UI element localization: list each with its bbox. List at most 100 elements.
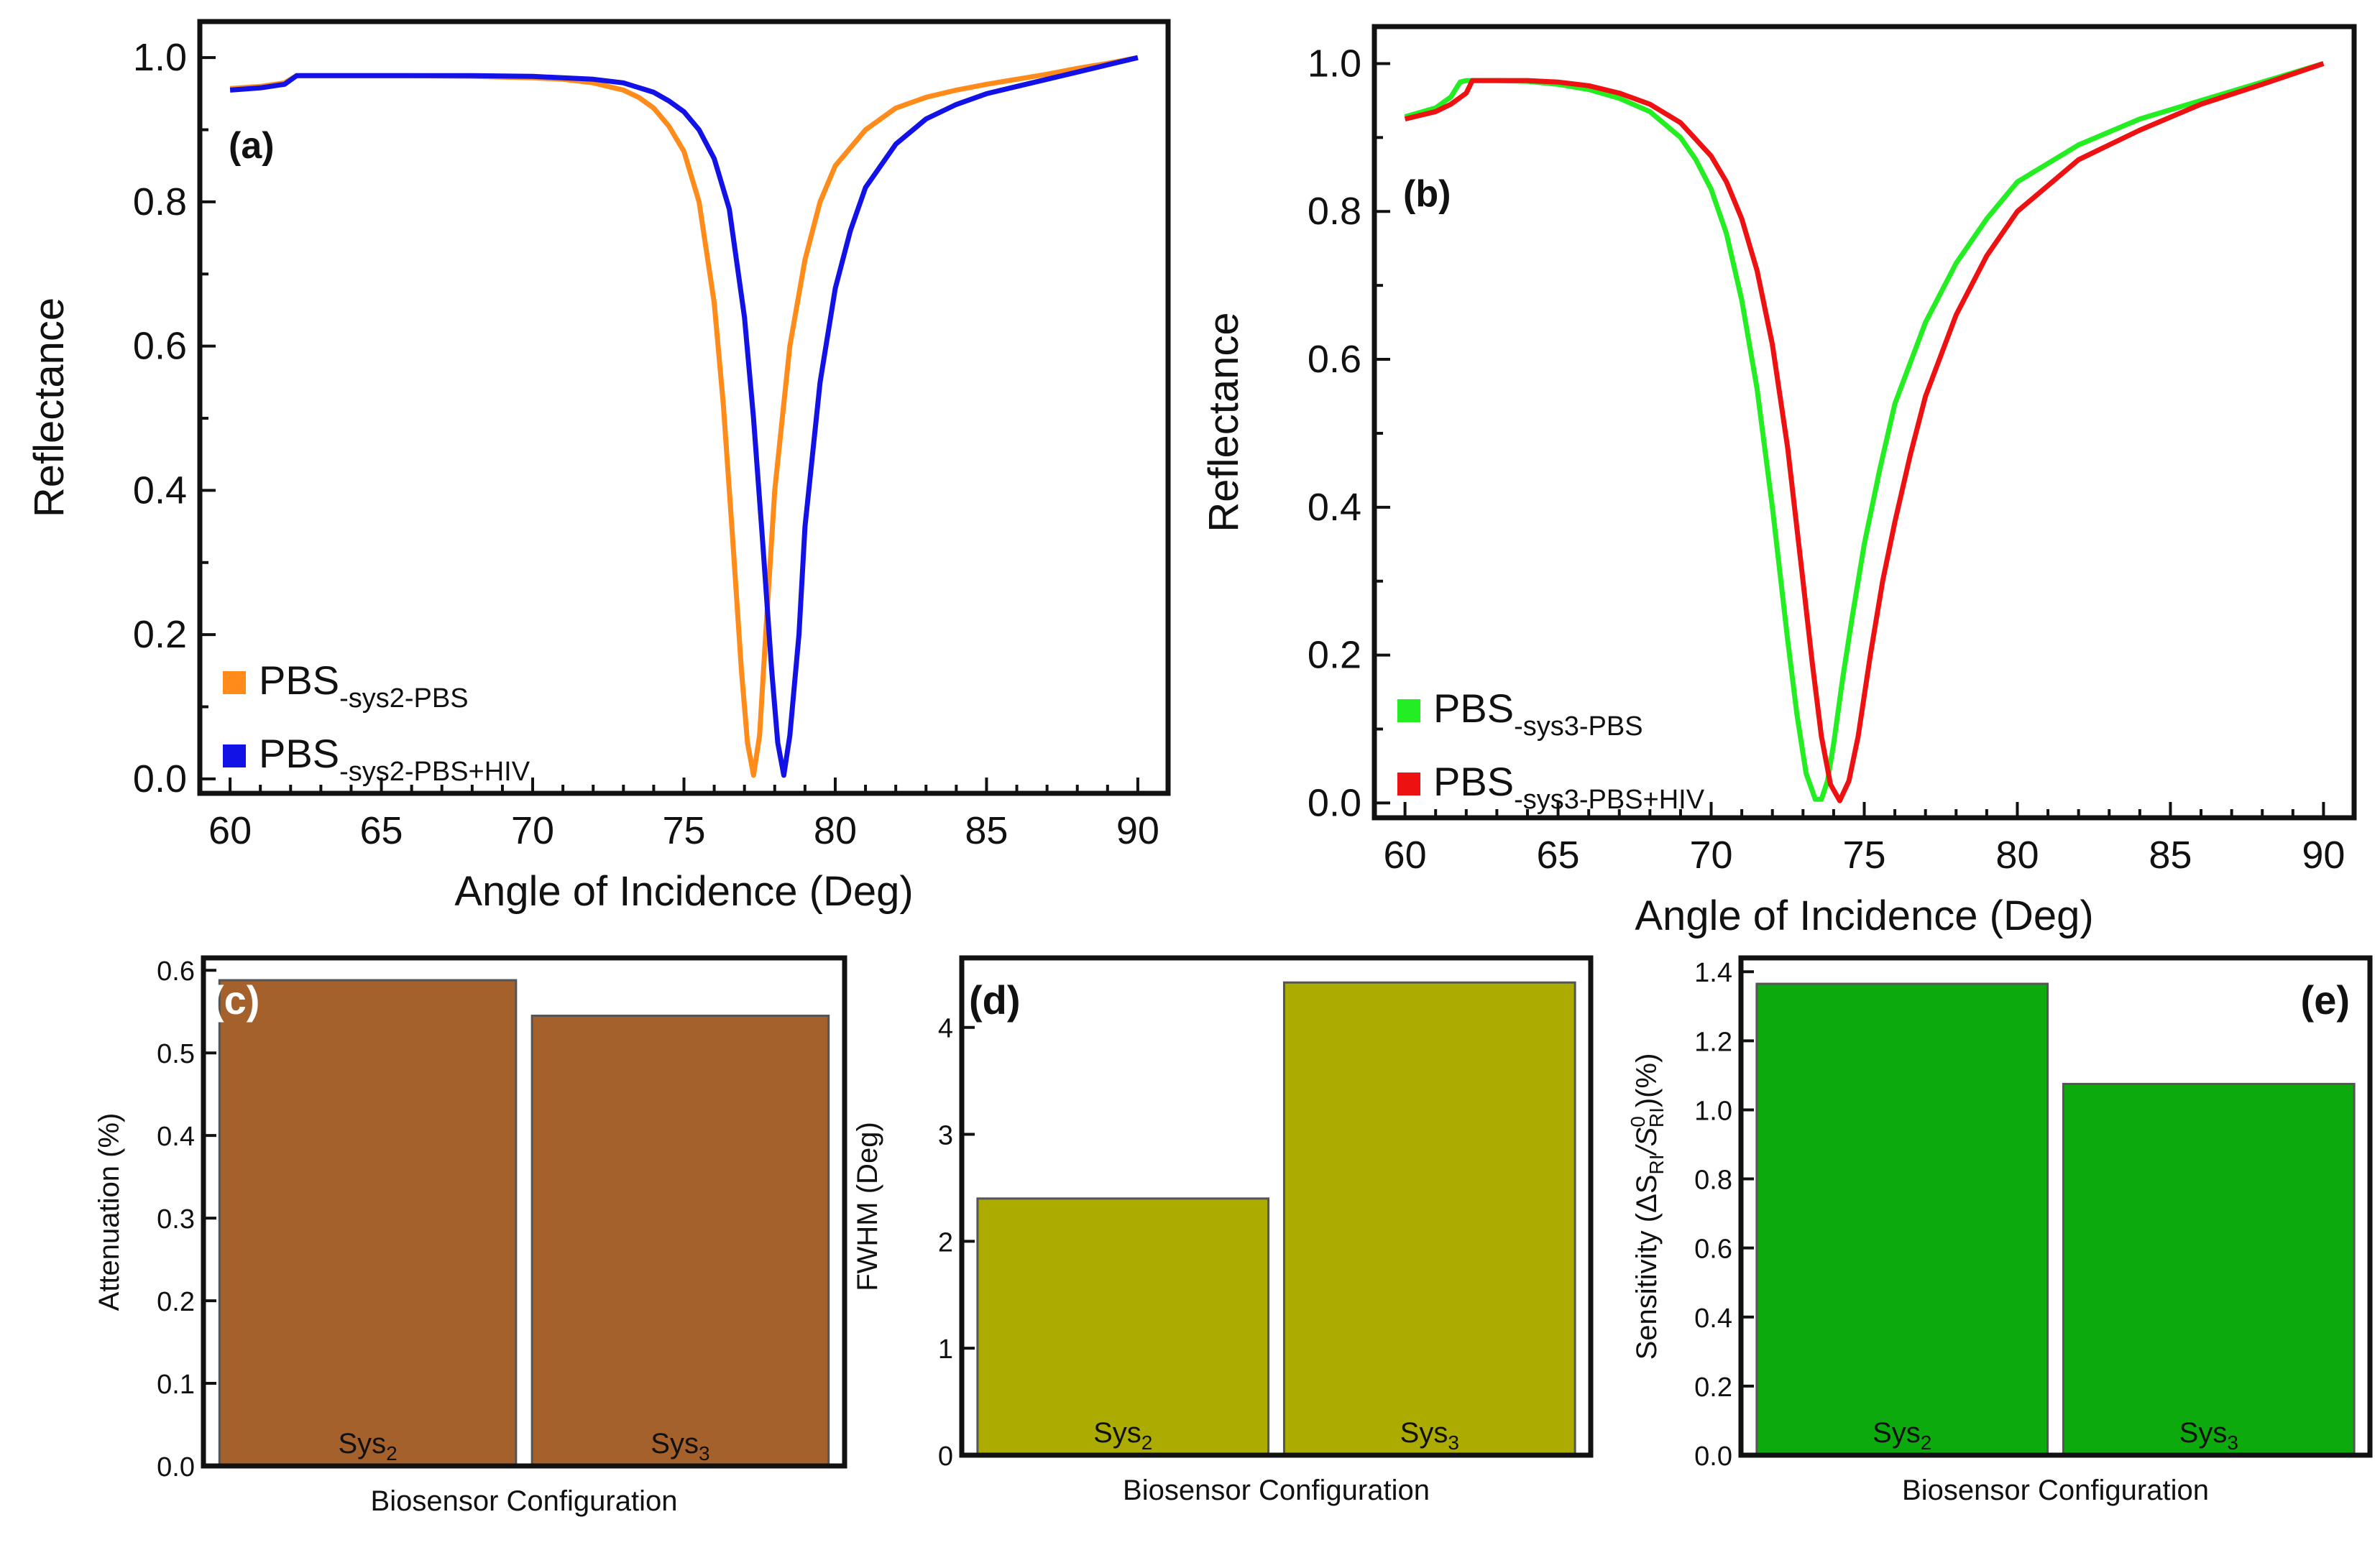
legend-swatch-a-1 [223, 744, 246, 767]
category-sub: 3 [1448, 1431, 1459, 1454]
y-tick-label-e-1: 0.2 [1694, 1373, 1732, 1403]
panel-a: 60 65 70 75 80 85 90 0.0 0.2 0.4 0.6 0.8 1.0 Angle of… [26, 19, 1171, 915]
legend-label-a-1: PBS-sys2-PBS+HIV [259, 731, 530, 787]
x-tick-label-a-5: 85 [965, 809, 1008, 852]
plot-frame-e [1738, 955, 2373, 1458]
bar-category-label-d-1: Sys3 [1400, 1417, 1459, 1454]
y-tick-label-c-3: 0.3 [157, 1204, 195, 1235]
y-tick-label-c-2: 0.2 [157, 1287, 195, 1317]
legend-swatch-a-0 [223, 671, 246, 694]
bar-d-1 [1282, 981, 1576, 1457]
y-tick-label-b-2: 0.4 [1308, 486, 1361, 529]
x-tick-label-a-2: 70 [511, 809, 554, 852]
legend-subscript: -sys2-PBS+HIV [339, 757, 530, 787]
legend-entry-a-0: PBS-sys2-PBS [223, 658, 469, 714]
x-tick-label-b-2: 70 [1689, 834, 1732, 877]
y-tick-label-b-5: 1.0 [1308, 42, 1361, 85]
x-tick-label-b-4: 80 [1995, 834, 2039, 877]
plot-frame-c [201, 955, 847, 1469]
y-tick-label-c-0: 0.0 [157, 1452, 195, 1482]
category-sub: 3 [699, 1442, 710, 1465]
panel-label-c: (c) [211, 977, 259, 1023]
panel-label-b: (b) [1403, 173, 1451, 215]
x-tick-label-b-0: 60 [1384, 834, 1427, 877]
series-line-a-0 [229, 55, 1139, 778]
x-axis-label-e: Biosensor Configuration [1902, 1475, 2209, 1506]
bar-category-label-c-0: Sys2 [338, 1428, 397, 1465]
y-tick-label-a-2: 0.4 [133, 469, 187, 512]
y-tick-label-c-5: 0.5 [157, 1039, 195, 1069]
x-axis-label-d: Biosensor Configuration [1123, 1475, 1430, 1506]
panel-b: 60 65 70 75 80 85 90 0.0 0.2 0.4 0.6 0.8 1.0 Angle of… [1200, 24, 2357, 939]
ylabel-sup: 0 [1627, 1116, 1649, 1127]
y-tick-label-c-1: 0.1 [157, 1370, 195, 1400]
legend-name: PBS [259, 658, 339, 703]
x-tick-label-a-3: 75 [662, 809, 705, 852]
legend-swatch-b-1 [1397, 772, 1420, 795]
legend-label-a-0: PBS-sys2-PBS [259, 658, 469, 714]
y-tick-label-d-3: 3 [938, 1121, 953, 1151]
x-tick-label-b-1: 65 [1537, 834, 1580, 877]
y-tick-label-b-0: 0.0 [1308, 781, 1361, 824]
y-tick-label-e-3: 0.6 [1694, 1235, 1732, 1265]
ylabel-post: )(%) [1631, 1053, 1663, 1108]
x-tick-label-b-6: 90 [2302, 834, 2345, 877]
y-tick-label-a-1: 0.2 [133, 613, 187, 656]
x-axis-label-a: Angle of Incidence (Deg) [454, 868, 913, 915]
bar-e-1 [2062, 1082, 2356, 1457]
bar-e-0 [1755, 982, 2049, 1457]
y-tick-label-a-0: 0.0 [133, 757, 187, 801]
legend-subscript: -sys2-PBS [339, 683, 468, 714]
category-base: Sys [1873, 1417, 1921, 1449]
y-tick-label-e-0: 0.0 [1694, 1442, 1732, 1472]
x-tick-label-b-5: 85 [2149, 834, 2192, 877]
legend-name: PBS [1433, 759, 1514, 804]
x-axis-label-b: Angle of Incidence (Deg) [1635, 893, 2093, 939]
y-tick-label-d-0: 0 [938, 1442, 953, 1472]
y-tick-label-e-2: 0.4 [1694, 1304, 1732, 1334]
y-tick-label-e-4: 0.8 [1694, 1166, 1732, 1196]
y-tick-label-a-5: 1.0 [133, 36, 187, 79]
y-tick-label-d-1: 1 [938, 1334, 953, 1365]
x-tick-label-a-6: 90 [1116, 809, 1159, 852]
plot-frame-d [959, 955, 1594, 1458]
x-tick-label-a-0: 60 [208, 809, 252, 852]
y-tick-label-e-6: 1.2 [1694, 1027, 1732, 1057]
y-tick-label-b-4: 0.8 [1308, 190, 1361, 233]
panel-label-e: (e) [2301, 977, 2350, 1023]
legend-entry-a-1: PBS-sys2-PBS+HIV [223, 731, 530, 787]
y-tick-label-a-3: 0.6 [133, 325, 187, 368]
y-tick-label-d-2: 2 [938, 1227, 953, 1258]
panel-label-a: (a) [229, 125, 275, 167]
legend-entry-b-0: PBS-sys3-PBS [1397, 686, 1643, 742]
legend-subscript: -sys3-PBS+HIV [1514, 785, 1705, 815]
category-base: Sys [1093, 1417, 1141, 1449]
ylabel-sub2: RI [1645, 1107, 1668, 1127]
x-tick-label-a-1: 65 [360, 809, 403, 852]
figure-root: 60 65 70 75 80 85 90 0.0 0.2 0.4 0.6 0.8 1.0 Angle of… [26, 19, 2373, 1517]
bar-c-0 [218, 979, 518, 1467]
legend-entry-b-1: PBS-sys3-PBS+HIV [1397, 759, 1705, 815]
y-tick-label-c-4: 0.4 [157, 1122, 195, 1152]
panel-e: Sys2 Sys30.00.20.40.60.81.01.21.4Biosenso… [1627, 955, 2373, 1506]
category-sub: 3 [2227, 1431, 2238, 1454]
legend-label-b-0: PBS-sys3-PBS [1433, 686, 1643, 742]
series-line-a-1 [229, 55, 1139, 778]
legend-subscript: -sys3-PBS [1514, 711, 1642, 742]
y-tick-label-c-6: 0.6 [157, 956, 195, 987]
y-tick-label-e-7: 1.4 [1694, 958, 1732, 988]
panel-label-d: (d) [969, 977, 1021, 1023]
x-axis-label-c: Biosensor Configuration [371, 1485, 678, 1517]
bar-d-0 [976, 1197, 1270, 1457]
bar-category-label-e-0: Sys2 [1873, 1417, 1931, 1454]
category-base: Sys [1400, 1417, 1448, 1449]
ylabel-pre: Sensitivity (ΔS [1631, 1175, 1663, 1360]
x-tick-label-b-3: 75 [1842, 834, 1885, 877]
category-sub: 2 [1141, 1431, 1153, 1454]
bar-category-label-d-0: Sys2 [1093, 1417, 1152, 1454]
category-base: Sys [651, 1428, 699, 1459]
category-base: Sys [338, 1428, 386, 1459]
